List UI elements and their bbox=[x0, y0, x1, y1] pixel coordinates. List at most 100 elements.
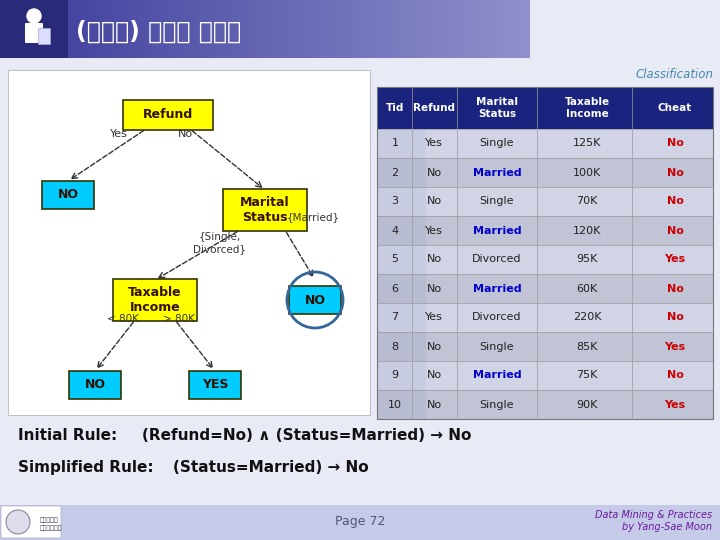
FancyBboxPatch shape bbox=[447, 0, 448, 58]
FancyBboxPatch shape bbox=[353, 0, 354, 58]
FancyBboxPatch shape bbox=[422, 0, 423, 58]
FancyBboxPatch shape bbox=[31, 0, 32, 58]
FancyBboxPatch shape bbox=[465, 0, 466, 58]
FancyBboxPatch shape bbox=[336, 0, 337, 58]
FancyBboxPatch shape bbox=[164, 0, 165, 58]
FancyBboxPatch shape bbox=[310, 0, 311, 58]
FancyBboxPatch shape bbox=[53, 0, 54, 58]
FancyBboxPatch shape bbox=[30, 0, 31, 58]
FancyBboxPatch shape bbox=[319, 0, 320, 58]
Text: (Status=Married) → No: (Status=Married) → No bbox=[173, 460, 369, 475]
FancyBboxPatch shape bbox=[483, 0, 484, 58]
FancyBboxPatch shape bbox=[123, 0, 124, 58]
FancyBboxPatch shape bbox=[352, 0, 353, 58]
Text: Single: Single bbox=[480, 400, 514, 409]
FancyBboxPatch shape bbox=[421, 0, 422, 58]
Text: Yes: Yes bbox=[110, 129, 128, 139]
FancyBboxPatch shape bbox=[81, 0, 82, 58]
FancyBboxPatch shape bbox=[321, 0, 322, 58]
Text: Married: Married bbox=[473, 370, 521, 381]
FancyBboxPatch shape bbox=[265, 0, 266, 58]
FancyBboxPatch shape bbox=[174, 0, 175, 58]
FancyBboxPatch shape bbox=[525, 0, 526, 58]
FancyBboxPatch shape bbox=[360, 0, 361, 58]
FancyBboxPatch shape bbox=[7, 0, 8, 58]
FancyBboxPatch shape bbox=[512, 0, 513, 58]
Text: Marital
Status: Marital Status bbox=[476, 97, 518, 119]
FancyBboxPatch shape bbox=[252, 0, 253, 58]
FancyBboxPatch shape bbox=[509, 0, 510, 58]
FancyBboxPatch shape bbox=[434, 0, 435, 58]
FancyBboxPatch shape bbox=[142, 0, 143, 58]
FancyBboxPatch shape bbox=[58, 0, 59, 58]
FancyBboxPatch shape bbox=[517, 0, 518, 58]
FancyBboxPatch shape bbox=[122, 0, 123, 58]
Text: No: No bbox=[426, 167, 441, 178]
FancyBboxPatch shape bbox=[136, 0, 137, 58]
FancyBboxPatch shape bbox=[527, 0, 528, 58]
FancyBboxPatch shape bbox=[266, 0, 267, 58]
FancyBboxPatch shape bbox=[375, 0, 376, 58]
Text: 85K: 85K bbox=[576, 341, 598, 352]
FancyBboxPatch shape bbox=[92, 0, 93, 58]
FancyBboxPatch shape bbox=[433, 0, 434, 58]
FancyBboxPatch shape bbox=[380, 0, 381, 58]
FancyBboxPatch shape bbox=[351, 0, 352, 58]
FancyBboxPatch shape bbox=[424, 0, 425, 58]
Text: No: No bbox=[426, 254, 441, 265]
FancyBboxPatch shape bbox=[59, 0, 60, 58]
FancyBboxPatch shape bbox=[109, 0, 110, 58]
FancyBboxPatch shape bbox=[137, 0, 138, 58]
FancyBboxPatch shape bbox=[412, 0, 413, 58]
FancyBboxPatch shape bbox=[268, 0, 269, 58]
FancyBboxPatch shape bbox=[475, 0, 476, 58]
FancyBboxPatch shape bbox=[140, 0, 141, 58]
FancyBboxPatch shape bbox=[179, 0, 180, 58]
FancyBboxPatch shape bbox=[472, 0, 473, 58]
FancyBboxPatch shape bbox=[216, 0, 217, 58]
FancyBboxPatch shape bbox=[302, 0, 303, 58]
FancyBboxPatch shape bbox=[461, 0, 462, 58]
Text: {Single,
Divorced}: {Single, Divorced} bbox=[193, 232, 246, 254]
FancyBboxPatch shape bbox=[326, 0, 327, 58]
FancyBboxPatch shape bbox=[322, 0, 323, 58]
FancyBboxPatch shape bbox=[487, 0, 488, 58]
Text: 3: 3 bbox=[392, 197, 398, 206]
FancyBboxPatch shape bbox=[259, 0, 260, 58]
Text: No: No bbox=[667, 226, 683, 235]
FancyBboxPatch shape bbox=[492, 0, 493, 58]
FancyBboxPatch shape bbox=[134, 0, 135, 58]
Text: No: No bbox=[667, 197, 683, 206]
FancyBboxPatch shape bbox=[205, 0, 206, 58]
FancyBboxPatch shape bbox=[110, 0, 111, 58]
FancyBboxPatch shape bbox=[105, 0, 106, 58]
FancyBboxPatch shape bbox=[374, 0, 375, 58]
Text: 100K: 100K bbox=[573, 167, 601, 178]
FancyBboxPatch shape bbox=[248, 0, 249, 58]
Text: Married: Married bbox=[473, 226, 521, 235]
FancyBboxPatch shape bbox=[511, 0, 512, 58]
FancyBboxPatch shape bbox=[446, 0, 447, 58]
FancyBboxPatch shape bbox=[431, 0, 432, 58]
FancyBboxPatch shape bbox=[385, 0, 386, 58]
FancyBboxPatch shape bbox=[165, 0, 166, 58]
FancyBboxPatch shape bbox=[182, 0, 183, 58]
FancyBboxPatch shape bbox=[347, 0, 348, 58]
FancyBboxPatch shape bbox=[497, 0, 498, 58]
FancyBboxPatch shape bbox=[396, 0, 397, 58]
FancyBboxPatch shape bbox=[24, 0, 25, 58]
FancyBboxPatch shape bbox=[46, 0, 47, 58]
FancyBboxPatch shape bbox=[35, 0, 36, 58]
FancyBboxPatch shape bbox=[481, 0, 482, 58]
FancyBboxPatch shape bbox=[290, 0, 291, 58]
FancyBboxPatch shape bbox=[2, 0, 3, 58]
FancyBboxPatch shape bbox=[160, 0, 161, 58]
FancyBboxPatch shape bbox=[152, 0, 153, 58]
FancyBboxPatch shape bbox=[377, 158, 713, 187]
Text: 125K: 125K bbox=[573, 138, 601, 149]
FancyBboxPatch shape bbox=[124, 0, 125, 58]
FancyBboxPatch shape bbox=[195, 0, 196, 58]
FancyBboxPatch shape bbox=[202, 0, 203, 58]
FancyBboxPatch shape bbox=[54, 0, 55, 58]
FancyBboxPatch shape bbox=[86, 0, 87, 58]
